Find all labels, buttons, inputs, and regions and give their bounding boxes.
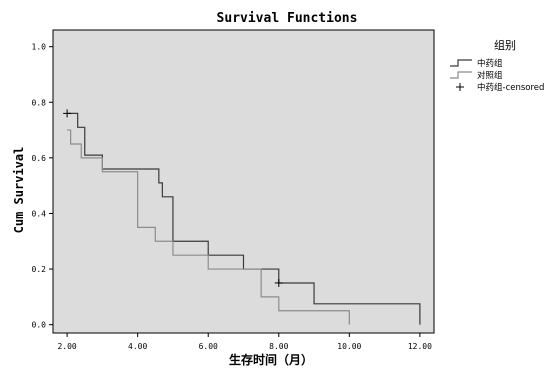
x-tick-label: 6.00	[199, 342, 218, 351]
censored-marker	[274, 278, 283, 287]
x-axis-label: 生存时间（月）	[229, 352, 313, 367]
y-tick-label: 0.0	[32, 321, 47, 330]
legend-entry-label: 中药组	[477, 58, 503, 69]
series-layer	[67, 112, 421, 325]
x-tick-label: 2.00	[57, 342, 76, 351]
y-tick-label: 0.6	[32, 154, 47, 163]
y-tick-label: 0.8	[32, 98, 47, 107]
x-tick-label: 8.00	[269, 342, 288, 351]
survival-curve-series-2	[67, 129, 350, 325]
censor-layer	[63, 109, 283, 287]
y-tick-label: 1.0	[32, 43, 47, 52]
y-tick-label: 0.4	[32, 209, 47, 218]
legend-entry-label: 对照组	[477, 70, 503, 81]
survival-curve-series-1	[67, 112, 421, 325]
legend-swatch-series-2	[450, 71, 472, 79]
x-tick-label: 12.00	[408, 342, 432, 351]
x-tick-label: 4.00	[128, 342, 147, 351]
legend-swatch-series-1	[450, 59, 472, 67]
chart-title: Survival Functions	[217, 11, 358, 26]
axes: 0.0 0.2 0.4 0.6 0.8 1.0 2.00 4.00 6.00 8.00 10.00 1…	[32, 43, 433, 351]
legend-title: 组别	[494, 38, 516, 52]
plot-area	[52, 29, 435, 334]
y-axis-label: Cum Survival	[12, 147, 26, 234]
legend-entry-label: 中药组-censored	[477, 82, 544, 93]
censored-marker	[63, 109, 72, 118]
x-tick-label: 10.00	[337, 342, 361, 351]
y-tick-label: 0.2	[32, 265, 47, 274]
